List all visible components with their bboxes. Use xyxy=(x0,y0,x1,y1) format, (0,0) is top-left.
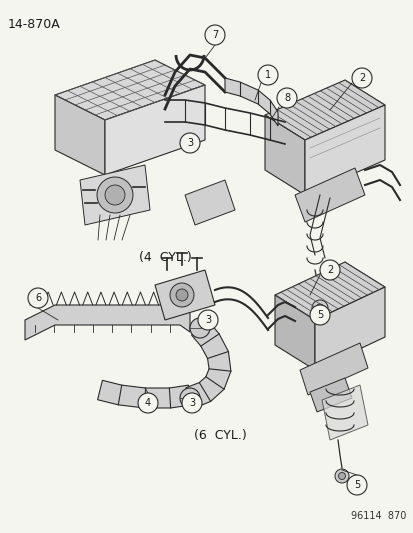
Polygon shape xyxy=(264,80,384,140)
Circle shape xyxy=(190,318,209,338)
Circle shape xyxy=(319,260,339,280)
Text: 3: 3 xyxy=(204,315,211,325)
Polygon shape xyxy=(294,168,364,222)
Text: 5: 5 xyxy=(353,480,359,490)
Polygon shape xyxy=(264,115,304,195)
Text: 8: 8 xyxy=(283,93,290,103)
Circle shape xyxy=(97,177,133,213)
Circle shape xyxy=(105,185,125,205)
Circle shape xyxy=(334,469,348,483)
Circle shape xyxy=(351,68,371,88)
Circle shape xyxy=(170,283,194,307)
Polygon shape xyxy=(321,385,367,440)
Circle shape xyxy=(311,300,327,316)
Circle shape xyxy=(257,65,277,85)
Text: 2: 2 xyxy=(358,73,364,83)
Circle shape xyxy=(204,25,224,45)
Text: 3: 3 xyxy=(187,138,192,148)
Circle shape xyxy=(138,393,158,413)
Polygon shape xyxy=(105,85,204,175)
Text: 96114  870: 96114 870 xyxy=(350,511,405,521)
Circle shape xyxy=(197,310,218,330)
Text: 7: 7 xyxy=(211,30,218,40)
Polygon shape xyxy=(304,105,384,195)
Text: 3: 3 xyxy=(188,398,195,408)
Polygon shape xyxy=(55,95,105,175)
Text: 14-870A: 14-870A xyxy=(8,18,61,31)
Polygon shape xyxy=(274,262,384,320)
Circle shape xyxy=(180,388,199,408)
Circle shape xyxy=(276,88,296,108)
Polygon shape xyxy=(97,381,191,408)
Text: 5: 5 xyxy=(316,310,322,320)
Text: (4  CYL.): (4 CYL.) xyxy=(138,252,191,264)
Polygon shape xyxy=(274,295,314,370)
Text: 2: 2 xyxy=(326,265,332,275)
Circle shape xyxy=(338,472,345,480)
Text: 1: 1 xyxy=(264,70,271,80)
Polygon shape xyxy=(25,305,190,340)
Circle shape xyxy=(180,133,199,153)
Circle shape xyxy=(346,475,366,495)
Polygon shape xyxy=(154,270,214,320)
Circle shape xyxy=(28,288,48,308)
Text: 6: 6 xyxy=(35,293,41,303)
Polygon shape xyxy=(80,165,150,225)
Circle shape xyxy=(309,305,329,325)
Text: (6  CYL.): (6 CYL.) xyxy=(193,429,246,441)
Polygon shape xyxy=(299,343,367,395)
Circle shape xyxy=(315,304,323,312)
Polygon shape xyxy=(55,60,204,120)
Text: 4: 4 xyxy=(145,398,151,408)
Polygon shape xyxy=(185,321,230,408)
Polygon shape xyxy=(314,287,384,370)
Circle shape xyxy=(182,393,202,413)
Polygon shape xyxy=(185,180,235,225)
Polygon shape xyxy=(224,78,277,126)
Polygon shape xyxy=(309,378,351,412)
Circle shape xyxy=(176,289,188,301)
